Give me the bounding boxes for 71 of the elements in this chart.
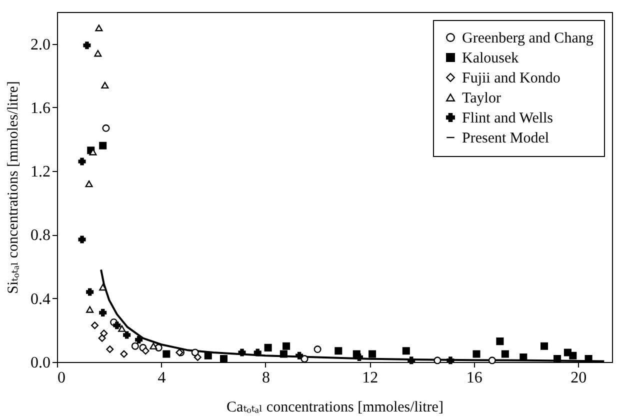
point bbox=[99, 284, 107, 291]
point bbox=[101, 82, 109, 89]
x-tick-label: 16 bbox=[466, 370, 482, 386]
point bbox=[402, 347, 410, 355]
point bbox=[123, 331, 131, 339]
legend-label: Kalousek bbox=[462, 50, 520, 66]
legend-label: Fujii and Kondo bbox=[462, 70, 560, 86]
point bbox=[569, 352, 577, 360]
point bbox=[408, 356, 416, 364]
point bbox=[102, 124, 110, 132]
point bbox=[238, 348, 246, 356]
point bbox=[282, 342, 290, 350]
y-tick-label: 0.4 bbox=[30, 290, 50, 308]
point bbox=[98, 334, 106, 342]
point bbox=[162, 350, 170, 358]
point bbox=[280, 350, 288, 358]
point bbox=[488, 356, 496, 364]
point bbox=[86, 306, 94, 313]
point bbox=[204, 352, 212, 360]
y-axis-title: Siₜₒₜₐₗ concentrations [mmoles/litre] bbox=[6, 81, 22, 294]
point bbox=[106, 346, 114, 354]
point bbox=[296, 352, 304, 360]
x-axis-title: Caₜₒₜₐₗ concentrations [mmoles/litre] bbox=[226, 400, 444, 416]
x-tick-label: 20 bbox=[570, 370, 587, 386]
y-tick-label: 1.6 bbox=[30, 100, 50, 117]
point bbox=[94, 50, 102, 57]
legend-label: Greenberg and Chang bbox=[462, 30, 594, 46]
x-tick-label: 4 bbox=[158, 370, 166, 386]
point bbox=[194, 353, 202, 361]
y-tick-label: 2.0 bbox=[30, 36, 50, 54]
y-tick-label: 0.0 bbox=[30, 354, 50, 372]
point bbox=[95, 24, 103, 32]
y-tick-label: 1.2 bbox=[30, 164, 50, 181]
point bbox=[496, 338, 504, 346]
point bbox=[131, 342, 139, 350]
point bbox=[78, 158, 86, 166]
point bbox=[86, 288, 94, 296]
point bbox=[150, 342, 158, 350]
point bbox=[264, 344, 272, 352]
legend-label: Present Model bbox=[462, 130, 550, 146]
x-tick-label: 12 bbox=[362, 370, 378, 386]
point bbox=[85, 180, 93, 188]
x-tick-label: 8 bbox=[262, 370, 270, 386]
point bbox=[554, 355, 562, 363]
point bbox=[472, 350, 480, 358]
x-tick-label: 0 bbox=[58, 370, 66, 386]
point bbox=[118, 325, 126, 332]
point bbox=[368, 350, 376, 358]
legend-label: Taylor bbox=[462, 90, 501, 106]
point bbox=[434, 356, 442, 364]
point bbox=[355, 353, 364, 361]
point bbox=[99, 308, 107, 316]
point bbox=[300, 355, 308, 363]
point bbox=[120, 350, 128, 358]
point bbox=[501, 350, 509, 358]
point bbox=[254, 348, 262, 356]
point bbox=[99, 142, 107, 150]
point bbox=[100, 330, 108, 338]
point bbox=[83, 42, 91, 50]
point bbox=[220, 355, 228, 363]
point bbox=[113, 322, 121, 330]
y-tick-label: 0.8 bbox=[30, 227, 50, 244]
point bbox=[446, 356, 454, 364]
point bbox=[314, 346, 322, 354]
point bbox=[540, 342, 548, 350]
point bbox=[135, 336, 143, 344]
point bbox=[91, 322, 99, 330]
point bbox=[142, 347, 150, 355]
point bbox=[78, 236, 86, 244]
point bbox=[334, 347, 342, 355]
legend-label: Flint and Wells bbox=[462, 110, 554, 126]
